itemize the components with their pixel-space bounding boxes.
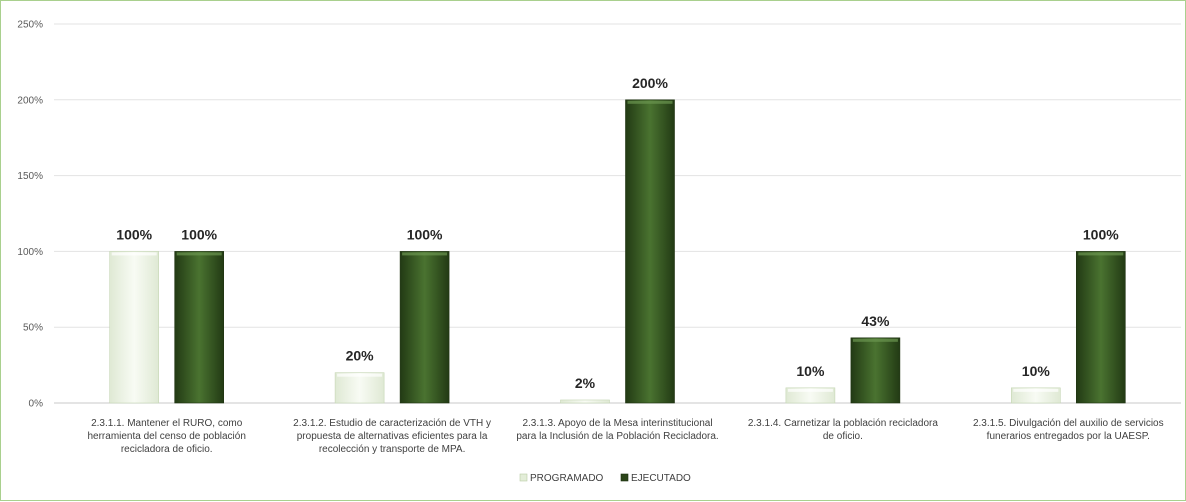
data-label-programado: 10% bbox=[796, 363, 825, 379]
data-label-programado: 100% bbox=[116, 226, 152, 242]
data-label-programado: 2% bbox=[575, 375, 596, 391]
category-label-line: 2.3.1.1. Mantener el RURO, como bbox=[91, 418, 243, 429]
y-tick-label: 0% bbox=[29, 399, 44, 410]
bar-bevel-ejecutado bbox=[402, 252, 448, 256]
bar-programado bbox=[560, 399, 610, 404]
category-label-line: propuesta de alternativas eficientes par… bbox=[297, 431, 488, 442]
bar-programado bbox=[109, 251, 159, 404]
data-label-ejecutado: 100% bbox=[181, 226, 217, 242]
data-label-programado: 10% bbox=[1022, 363, 1051, 379]
bar-bevel-programado bbox=[1013, 388, 1059, 392]
data-label-programado: 20% bbox=[346, 348, 375, 364]
bar-ejecutado bbox=[850, 337, 901, 404]
bar-ejecutado bbox=[1076, 251, 1126, 404]
category-label-line: 2.3.1.4. Carnetizar la población recicla… bbox=[748, 418, 939, 429]
legend: PROGRAMADO EJECUTADO bbox=[519, 473, 691, 484]
y-tick-label: 200% bbox=[17, 95, 43, 106]
y-tick-label: 250% bbox=[17, 20, 43, 31]
bar-bevel-programado bbox=[337, 373, 383, 377]
category-label-line: 2.3.1.3. Apoyo de la Mesa interinstituci… bbox=[522, 418, 712, 429]
y-tick-label: 50% bbox=[23, 323, 43, 334]
y-tick-label: 100% bbox=[17, 247, 43, 258]
bar-bevel-programado bbox=[111, 252, 157, 256]
bar-bevel-programado bbox=[787, 388, 833, 392]
data-label-ejecutado: 43% bbox=[861, 313, 890, 329]
legend-swatch-programado bbox=[519, 473, 528, 482]
category-label-line: 2.3.1.5. Divulgación del auxilio de serv… bbox=[973, 418, 1164, 429]
category-label-line: de oficio. bbox=[823, 431, 863, 442]
category-label: 2.3.1.3. Apoyo de la Mesa interinstituci… bbox=[516, 418, 718, 442]
legend-swatch-ejecutado bbox=[620, 473, 629, 482]
bar-bevel-ejecutado bbox=[852, 338, 898, 342]
category-label-line: funerarios entregados por la UAESP. bbox=[987, 431, 1150, 442]
category-label: 2.3.1.1. Mantener el RURO, como herramien… bbox=[87, 418, 245, 455]
gridlines bbox=[54, 23, 1181, 404]
bar-ejecutado bbox=[399, 251, 450, 404]
bar-bevel-ejecutado bbox=[627, 100, 673, 104]
data-label-ejecutado: 100% bbox=[407, 226, 443, 242]
bars bbox=[109, 99, 1126, 404]
data-labels: 100% 100% 20% 100% 2% 200% 10% 43% 10% 100% bbox=[116, 75, 1119, 391]
category-label-line: para la Inclusión de la Población Recicl… bbox=[516, 431, 718, 442]
category-label: 2.3.1.5. Divulgación del auxilio de serv… bbox=[973, 418, 1164, 442]
bar-ejecutado bbox=[625, 99, 675, 404]
category-label: 2.3.1.2. Estudio de caracterización de V… bbox=[293, 418, 491, 455]
data-label-ejecutado: 200% bbox=[632, 75, 668, 91]
category-label-line: recolección y transporte de MPA. bbox=[319, 444, 466, 455]
category-label-line: recicladora de oficio. bbox=[121, 444, 213, 455]
data-label-ejecutado: 100% bbox=[1083, 226, 1119, 242]
legend-label-programado: PROGRAMADO bbox=[530, 473, 604, 484]
category-label-line: 2.3.1.2. Estudio de caracterización de V… bbox=[293, 418, 491, 429]
bar-programado bbox=[334, 372, 385, 404]
bar-bevel-ejecutado bbox=[176, 252, 222, 256]
category-label-line: herramienta del censo de población bbox=[87, 431, 245, 442]
legend-label-ejecutado: EJECUTADO bbox=[631, 473, 691, 484]
bar-ejecutado bbox=[174, 251, 224, 404]
y-tick-label: 150% bbox=[17, 171, 43, 182]
category-labels: 2.3.1.1. Mantener el RURO, como herramien… bbox=[87, 418, 1163, 455]
category-label: 2.3.1.4. Carnetizar la población recicla… bbox=[748, 418, 939, 442]
bar-bevel-ejecutado bbox=[1078, 252, 1124, 256]
y-axis-ticks: 0% 50% 100% 150% 200% 250% bbox=[17, 20, 43, 410]
